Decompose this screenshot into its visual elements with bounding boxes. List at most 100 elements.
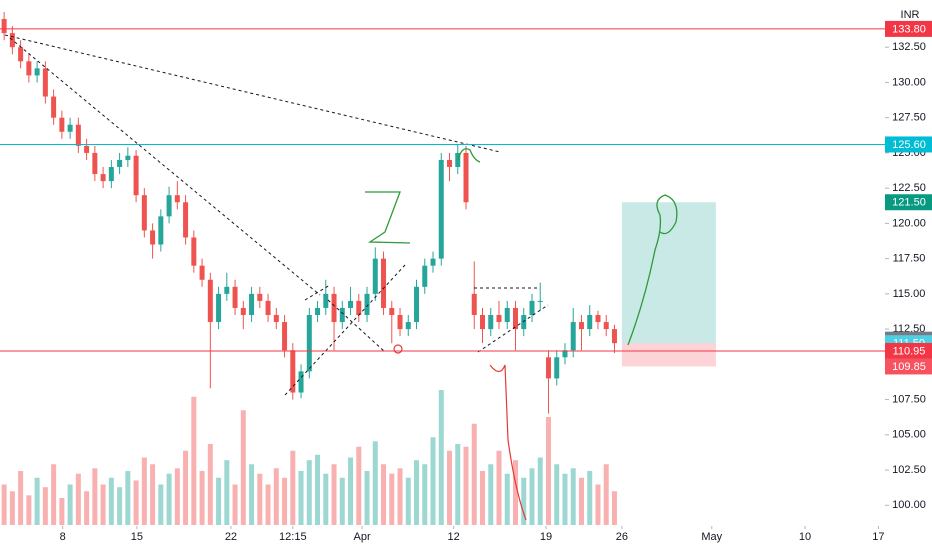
- candle-body: [166, 195, 172, 217]
- volume-bar: [488, 464, 494, 525]
- candle-body: [290, 350, 296, 393]
- volume-bar: [108, 477, 114, 525]
- volume-bar: [348, 457, 354, 525]
- volume-bar: [257, 473, 263, 525]
- candle-body: [51, 96, 57, 118]
- candle-body: [257, 293, 263, 301]
- volume-bar: [372, 441, 378, 525]
- price-label-bg: [885, 342, 932, 359]
- x-tick-label: May: [701, 531, 722, 543]
- candle-body: [504, 307, 510, 323]
- price-label: 125.60: [892, 139, 926, 151]
- volume-bar: [191, 396, 197, 525]
- trendline: [304, 284, 331, 301]
- candle-body: [438, 159, 444, 259]
- candle-body: [265, 300, 271, 315]
- scribble: [457, 148, 481, 163]
- drawings: [4, 34, 549, 396]
- candle-body: [397, 315, 403, 330]
- volume-bar: [339, 477, 345, 525]
- y-tick-label: 100.00: [892, 499, 926, 511]
- volume-bar: [298, 471, 304, 525]
- y-tick-label: 102.50: [892, 464, 926, 476]
- candle-body: [480, 315, 486, 330]
- volume-bar: [133, 480, 139, 525]
- volume-bar: [18, 471, 24, 525]
- trendline: [9, 37, 321, 296]
- volume-bar: [125, 471, 131, 525]
- candle-body: [545, 357, 551, 379]
- candle-body: [496, 315, 502, 323]
- price-label: 133.80: [892, 23, 926, 35]
- volume-bar: [92, 468, 98, 525]
- candle-body: [339, 307, 345, 323]
- volume-bar: [150, 464, 156, 525]
- candle-body: [512, 307, 518, 330]
- volume-bar: [26, 495, 32, 525]
- volume-bar: [323, 473, 329, 525]
- volume-bar: [34, 477, 40, 525]
- candle-body: [578, 322, 584, 330]
- volume-bar: [141, 457, 147, 525]
- volume-bar: [240, 410, 246, 525]
- y-tick-label: 132.50: [892, 41, 926, 53]
- volume-bar: [75, 473, 81, 525]
- candle-body: [562, 350, 568, 358]
- candle-body: [133, 155, 139, 196]
- price-label: 121.50: [892, 197, 926, 209]
- volume-bar: [611, 491, 617, 525]
- y-tick-label: 127.50: [892, 112, 926, 124]
- x-tick-label: 19: [540, 531, 552, 543]
- volume-bar: [529, 468, 535, 525]
- candle-body: [381, 258, 387, 308]
- stop-zone: [621, 343, 716, 367]
- volume-bar: [471, 423, 477, 525]
- y-tick-label: 122.50: [892, 182, 926, 194]
- price-label: 109.85: [892, 361, 926, 373]
- candle-body: [611, 329, 617, 344]
- candle-body: [587, 315, 593, 330]
- price-label-bg: [885, 20, 932, 37]
- candle-body: [298, 371, 304, 393]
- volume-bar: [381, 464, 387, 525]
- candle-body: [42, 68, 48, 97]
- scribble: [627, 194, 678, 346]
- y-tick-label: 107.50: [892, 393, 926, 405]
- candle-body: [183, 202, 189, 238]
- volume-bar: [356, 446, 362, 525]
- candle-body: [282, 322, 288, 351]
- candle-body: [67, 124, 73, 132]
- candle-body: [315, 307, 321, 315]
- currency-label: INR: [901, 9, 920, 21]
- price-label: 110.95: [893, 345, 926, 357]
- volume-bar: [265, 484, 271, 525]
- candle-body: [249, 293, 255, 315]
- volume-bar: [595, 484, 601, 525]
- candle-body: [232, 286, 238, 308]
- volume-bar: [51, 464, 57, 525]
- volume-bar: [158, 484, 164, 525]
- volume-bar: [414, 460, 420, 525]
- scribble: [489, 364, 527, 521]
- x-tick-label: 22: [225, 531, 237, 543]
- volume-bar: [537, 457, 543, 525]
- candle-body: [447, 159, 453, 168]
- volume-bar: [554, 464, 560, 525]
- candle-body: [158, 216, 164, 245]
- candle-body: [9, 33, 15, 48]
- volume-bar: [315, 454, 321, 525]
- candle-body: [463, 152, 469, 203]
- candle-body: [364, 293, 370, 315]
- volume-bar: [273, 468, 279, 525]
- candle-body: [603, 322, 609, 330]
- candle-body: [150, 230, 156, 245]
- candle-body: [1, 19, 7, 34]
- candle-body: [348, 300, 354, 308]
- volume-bar: [364, 471, 370, 525]
- candle-body: [405, 322, 411, 330]
- candle-body: [92, 152, 98, 175]
- candle-body: [240, 307, 246, 315]
- volume-bar: [438, 390, 444, 525]
- volume-bar: [405, 477, 411, 525]
